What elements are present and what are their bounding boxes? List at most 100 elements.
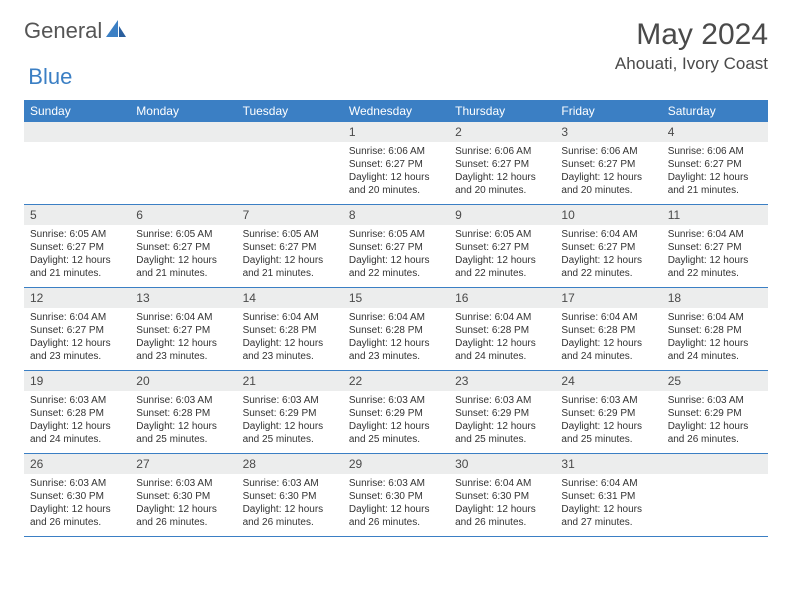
day-info: Sunrise: 6:03 AMSunset: 6:30 PMDaylight:…	[343, 474, 449, 532]
week-row: 5Sunrise: 6:05 AMSunset: 6:27 PMDaylight…	[24, 205, 768, 288]
day-cell: 2Sunrise: 6:06 AMSunset: 6:27 PMDaylight…	[449, 122, 555, 204]
day-number	[130, 122, 236, 142]
title-block: May 2024 Ahouati, Ivory Coast	[615, 18, 768, 74]
day-cell: 12Sunrise: 6:04 AMSunset: 6:27 PMDayligh…	[24, 288, 130, 370]
day-number: 5	[24, 205, 130, 225]
week-row: 12Sunrise: 6:04 AMSunset: 6:27 PMDayligh…	[24, 288, 768, 371]
day-info: Sunrise: 6:03 AMSunset: 6:30 PMDaylight:…	[237, 474, 343, 532]
week-row: 19Sunrise: 6:03 AMSunset: 6:28 PMDayligh…	[24, 371, 768, 454]
day-cell	[130, 122, 236, 204]
calendar: SundayMondayTuesdayWednesdayThursdayFrid…	[24, 100, 768, 537]
day-cell: 9Sunrise: 6:05 AMSunset: 6:27 PMDaylight…	[449, 205, 555, 287]
day-number: 29	[343, 454, 449, 474]
brand-part1: General	[24, 18, 102, 44]
day-number: 17	[555, 288, 661, 308]
day-info: Sunrise: 6:05 AMSunset: 6:27 PMDaylight:…	[130, 225, 236, 283]
day-number: 30	[449, 454, 555, 474]
day-cell: 29Sunrise: 6:03 AMSunset: 6:30 PMDayligh…	[343, 454, 449, 536]
day-number	[237, 122, 343, 142]
day-info: Sunrise: 6:03 AMSunset: 6:29 PMDaylight:…	[555, 391, 661, 449]
day-header-row: SundayMondayTuesdayWednesdayThursdayFrid…	[24, 100, 768, 122]
day-number: 26	[24, 454, 130, 474]
day-number	[24, 122, 130, 142]
day-info: Sunrise: 6:05 AMSunset: 6:27 PMDaylight:…	[24, 225, 130, 283]
day-info: Sunrise: 6:04 AMSunset: 6:28 PMDaylight:…	[662, 308, 768, 366]
day-number: 14	[237, 288, 343, 308]
day-info: Sunrise: 6:03 AMSunset: 6:28 PMDaylight:…	[130, 391, 236, 449]
day-info: Sunrise: 6:03 AMSunset: 6:30 PMDaylight:…	[130, 474, 236, 532]
day-info: Sunrise: 6:04 AMSunset: 6:27 PMDaylight:…	[555, 225, 661, 283]
day-header-cell: Sunday	[24, 100, 130, 122]
day-number: 23	[449, 371, 555, 391]
day-header-cell: Saturday	[662, 100, 768, 122]
day-cell: 7Sunrise: 6:05 AMSunset: 6:27 PMDaylight…	[237, 205, 343, 287]
location: Ahouati, Ivory Coast	[615, 54, 768, 74]
day-info: Sunrise: 6:05 AMSunset: 6:27 PMDaylight:…	[449, 225, 555, 283]
day-number: 19	[24, 371, 130, 391]
day-number: 1	[343, 122, 449, 142]
day-cell	[24, 122, 130, 204]
day-number: 6	[130, 205, 236, 225]
month-title: May 2024	[615, 18, 768, 52]
day-cell: 19Sunrise: 6:03 AMSunset: 6:28 PMDayligh…	[24, 371, 130, 453]
day-cell: 20Sunrise: 6:03 AMSunset: 6:28 PMDayligh…	[130, 371, 236, 453]
day-info: Sunrise: 6:04 AMSunset: 6:28 PMDaylight:…	[555, 308, 661, 366]
day-number: 22	[343, 371, 449, 391]
day-info: Sunrise: 6:04 AMSunset: 6:30 PMDaylight:…	[449, 474, 555, 532]
week-row: 26Sunrise: 6:03 AMSunset: 6:30 PMDayligh…	[24, 454, 768, 537]
day-cell: 13Sunrise: 6:04 AMSunset: 6:27 PMDayligh…	[130, 288, 236, 370]
day-info: Sunrise: 6:04 AMSunset: 6:28 PMDaylight:…	[343, 308, 449, 366]
day-info: Sunrise: 6:03 AMSunset: 6:29 PMDaylight:…	[237, 391, 343, 449]
day-info: Sunrise: 6:04 AMSunset: 6:28 PMDaylight:…	[237, 308, 343, 366]
day-number: 25	[662, 371, 768, 391]
day-cell: 3Sunrise: 6:06 AMSunset: 6:27 PMDaylight…	[555, 122, 661, 204]
week-row: 1 Sunrise: 6:06 AMSunset: 6:27 PMDaylight…	[24, 122, 768, 205]
day-header-cell: Thursday	[449, 100, 555, 122]
day-cell: 30Sunrise: 6:04 AMSunset: 6:30 PMDayligh…	[449, 454, 555, 536]
day-header-cell: Friday	[555, 100, 661, 122]
day-cell: 28Sunrise: 6:03 AMSunset: 6:30 PMDayligh…	[237, 454, 343, 536]
day-number: 10	[555, 205, 661, 225]
day-number: 28	[237, 454, 343, 474]
day-cell: 17Sunrise: 6:04 AMSunset: 6:28 PMDayligh…	[555, 288, 661, 370]
day-cell: 22Sunrise: 6:03 AMSunset: 6:29 PMDayligh…	[343, 371, 449, 453]
day-header-cell: Monday	[130, 100, 236, 122]
brand-part2: Blue	[28, 64, 72, 90]
day-info: Sunrise: 6:03 AMSunset: 6:28 PMDaylight:…	[24, 391, 130, 449]
day-info: Sunrise: 6:04 AMSunset: 6:27 PMDaylight:…	[130, 308, 236, 366]
day-cell: 8Sunrise: 6:05 AMSunset: 6:27 PMDaylight…	[343, 205, 449, 287]
day-number: 31	[555, 454, 661, 474]
day-info: Sunrise: 6:03 AMSunset: 6:30 PMDaylight:…	[24, 474, 130, 532]
day-info: Sunrise: 6:05 AMSunset: 6:27 PMDaylight:…	[343, 225, 449, 283]
day-number: 27	[130, 454, 236, 474]
day-cell	[662, 454, 768, 536]
day-info: Sunrise: 6:03 AMSunset: 6:29 PMDaylight:…	[449, 391, 555, 449]
day-info: Sunrise: 6:05 AMSunset: 6:27 PMDaylight:…	[237, 225, 343, 283]
day-cell: 31Sunrise: 6:04 AMSunset: 6:31 PMDayligh…	[555, 454, 661, 536]
day-number: 16	[449, 288, 555, 308]
day-cell: 1Sunrise: 6:06 AMSunset: 6:27 PMDaylight…	[343, 122, 449, 204]
day-number: 11	[662, 205, 768, 225]
day-number: 12	[24, 288, 130, 308]
day-number: 24	[555, 371, 661, 391]
day-info: Sunrise: 6:06 AMSunset: 6:27 PMDaylight:…	[662, 142, 768, 200]
day-cell: 11Sunrise: 6:04 AMSunset: 6:27 PMDayligh…	[662, 205, 768, 287]
brand-logo: General	[24, 18, 130, 44]
day-cell	[237, 122, 343, 204]
day-number: 15	[343, 288, 449, 308]
day-number: 8	[343, 205, 449, 225]
day-cell: 21Sunrise: 6:03 AMSunset: 6:29 PMDayligh…	[237, 371, 343, 453]
day-number: 2	[449, 122, 555, 142]
day-cell: 23Sunrise: 6:03 AMSunset: 6:29 PMDayligh…	[449, 371, 555, 453]
day-cell: 24Sunrise: 6:03 AMSunset: 6:29 PMDayligh…	[555, 371, 661, 453]
day-number: 21	[237, 371, 343, 391]
day-header-cell: Tuesday	[237, 100, 343, 122]
day-info: Sunrise: 6:06 AMSunset: 6:27 PMDaylight:…	[555, 142, 661, 200]
day-info: Sunrise: 6:04 AMSunset: 6:27 PMDaylight:…	[24, 308, 130, 366]
day-cell: 25Sunrise: 6:03 AMSunset: 6:29 PMDayligh…	[662, 371, 768, 453]
day-number: 3	[555, 122, 661, 142]
day-number: 9	[449, 205, 555, 225]
day-cell: 27Sunrise: 6:03 AMSunset: 6:30 PMDayligh…	[130, 454, 236, 536]
day-info: Sunrise: 6:04 AMSunset: 6:27 PMDaylight:…	[662, 225, 768, 283]
day-number: 7	[237, 205, 343, 225]
